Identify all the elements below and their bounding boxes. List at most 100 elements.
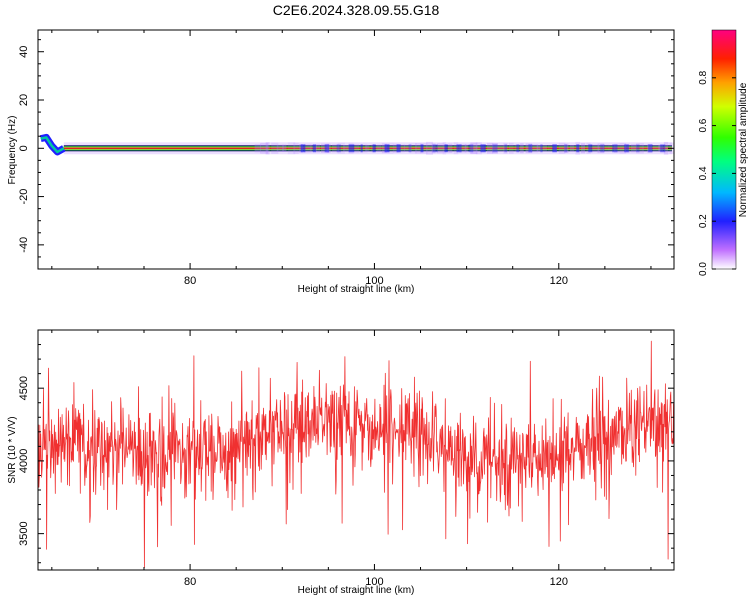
tone-halo-blob	[486, 142, 494, 154]
tone-halo-blob	[354, 143, 360, 153]
tone-halo-blob	[614, 143, 620, 153]
tone-halo-blob	[475, 142, 482, 155]
tone-blue-blob	[516, 144, 520, 153]
tone-blue-blob	[504, 144, 508, 153]
tone-halo-blob	[453, 142, 459, 155]
tone-halo-blob	[630, 144, 637, 153]
tone-blue-blob	[372, 144, 376, 153]
tone-blue-blob	[396, 144, 401, 153]
colorbar-tick-label: 0.8	[698, 70, 709, 84]
tone-blue-blob	[624, 144, 629, 153]
tone-blue-blob	[648, 144, 653, 153]
tone-halo-blob	[282, 144, 287, 153]
snr-xlabel: Height of straight line (km)	[298, 585, 415, 596]
tone-blue-blob	[312, 144, 316, 153]
colorbar-ticks: 0.0 0.2 0.4 0.6 0.8	[698, 70, 736, 276]
colorbar-tick-label: 0.0	[698, 262, 709, 276]
tone-halo-blob	[586, 142, 591, 154]
tone-halo-blob	[558, 142, 566, 154]
snr-ylabel: SNR (10 * V/V)	[7, 416, 18, 483]
tone-halo-blob	[547, 144, 553, 152]
tone-blue-blob	[612, 144, 618, 153]
tone-halo-blob	[332, 144, 340, 153]
height-tick-label: 120	[550, 275, 568, 287]
tone-halo-blob	[359, 143, 368, 153]
tone-blue-blob	[636, 144, 640, 153]
tone-halo-blob	[459, 143, 467, 153]
tone-start-wobble-inner	[40, 136, 65, 154]
tone-halo-blob	[608, 145, 616, 152]
tone-halo-blob	[531, 144, 539, 153]
tone-halo-blob	[492, 142, 498, 154]
spectrogram-panel: -40 -20 0 20 40 80 100 120 Height of straight …	[7, 29, 675, 295]
snr-tick-label: 4000	[18, 449, 30, 473]
tone-halo-blob	[647, 143, 653, 153]
frequency-axis: -40 -20 0 20 40	[18, 39, 674, 270]
tone-blue-blob	[576, 144, 580, 153]
tone-halo-blob	[509, 142, 514, 154]
tone-halo-blob	[591, 144, 600, 153]
tone-halo-blob	[597, 143, 605, 154]
tone-halo-blob	[470, 142, 478, 155]
colorbar-tick-label: 0.4	[698, 166, 709, 180]
tone-halo-fluctuations	[254, 141, 674, 155]
height-tick-label: 120	[550, 576, 568, 588]
tone-halo-blob	[387, 142, 394, 154]
tone-blue-blob	[456, 144, 462, 153]
tone-halo-blob	[376, 144, 382, 153]
tone-blue-blob	[384, 144, 390, 153]
tone-halo-blob	[514, 144, 520, 153]
tone-blue-blob	[660, 144, 666, 153]
height-tick-label: 100	[365, 576, 383, 588]
tone-halo-blob	[564, 143, 569, 153]
tone-halo-blob	[536, 144, 543, 152]
tone-blue-blob	[324, 144, 330, 153]
height-tick-label: 100	[365, 275, 383, 287]
tone-halo-blob	[497, 144, 505, 152]
tone-blue-blob	[444, 144, 448, 153]
tone-halo-blob	[503, 142, 508, 154]
tone-blue-blob	[360, 144, 363, 153]
tone-halo-blob	[603, 144, 610, 153]
tone-halo-blob	[315, 143, 321, 153]
tone-halo-blob	[343, 144, 350, 152]
frequency-tick-label: -20	[18, 189, 30, 205]
snr-tick-label: 4500	[18, 376, 30, 400]
tone-halo-blob	[636, 143, 644, 154]
colorbar-gradient	[711, 29, 737, 270]
tone-blue-blob	[420, 144, 424, 153]
tone-halo-blob	[403, 144, 412, 152]
tone-halo-blob	[287, 142, 296, 155]
tone-halo-blob	[420, 142, 428, 154]
tone-halo-blob	[652, 145, 661, 152]
snr-marks	[38, 340, 674, 569]
tone-halo-blob	[254, 144, 261, 153]
snr-tick-label: 3500	[18, 521, 30, 545]
tone-halo-blob	[569, 144, 575, 152]
tone-blue-blob	[348, 144, 355, 153]
tone-halo-blob	[320, 143, 329, 153]
tone-halo-blob	[448, 143, 453, 153]
tone-halo-blob	[260, 142, 269, 154]
tone-blue-blob	[564, 144, 568, 153]
tone-band	[40, 133, 672, 156]
snr-series-line	[38, 340, 674, 569]
tone-halo-blob	[414, 143, 422, 154]
tone-halo-blob	[293, 142, 299, 154]
tone-blue-blob	[588, 144, 593, 153]
tone-blue-blob	[336, 144, 341, 153]
tone-halo-blob	[520, 143, 524, 154]
tone-blue-blob	[552, 144, 557, 153]
tone-halo-blob	[398, 144, 405, 153]
tone-halo-blob	[437, 143, 445, 154]
tone-blue-blob	[492, 144, 498, 153]
frequency-tick-label: 0	[18, 145, 30, 151]
snr-axis: 3500 4000 4500	[18, 329, 674, 564]
tone-halo-blob	[426, 141, 434, 155]
tone-blue-blob	[540, 144, 543, 153]
tone-center	[63, 147, 672, 150]
tone-halo-blob	[431, 143, 436, 154]
tone-halo-blob	[271, 142, 279, 154]
